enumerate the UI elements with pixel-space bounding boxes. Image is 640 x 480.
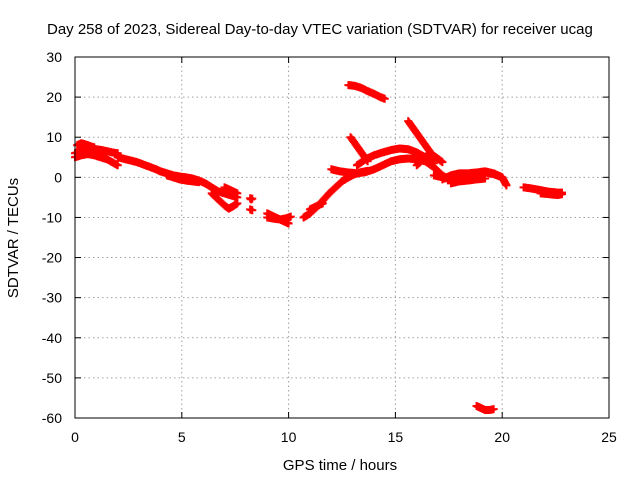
y-axis: 30 20 10 0 -10 -20 -30 -40 -50 -60 [42, 49, 609, 426]
series-arc-6b [263, 212, 295, 224]
data-point [489, 405, 498, 414]
y-tick-label: -50 [42, 370, 62, 386]
plot-area [71, 81, 567, 414]
y-tick-label: 10 [46, 129, 62, 145]
y-tick-label: -40 [42, 330, 62, 346]
series-arc-1c [73, 139, 99, 152]
data-point [248, 206, 257, 215]
data-point [380, 94, 389, 103]
plot-frame [74, 56, 610, 419]
x-axis: 0 5 10 15 20 25 [71, 57, 617, 445]
data-point [558, 190, 567, 199]
x-tick-label: 5 [178, 429, 186, 445]
y-tick-label: -10 [42, 209, 62, 225]
data-point [248, 194, 257, 203]
series-arc-13 [472, 401, 498, 414]
series-arc-2 [113, 153, 165, 176]
data-point [233, 199, 242, 208]
x-tick-label: 20 [494, 429, 510, 445]
x-tick-label: 0 [71, 429, 79, 445]
series-arc-11c [446, 174, 490, 188]
series-arc-10b [412, 149, 447, 170]
series-arc-8c [346, 133, 372, 166]
series-arc-11b [438, 167, 511, 190]
series-arc-9 [344, 81, 389, 103]
x-tick-label: 25 [601, 429, 617, 445]
data-point [286, 212, 295, 221]
y-tick-label: -30 [42, 290, 62, 306]
y-tick-label: 0 [54, 169, 62, 185]
data-point [90, 143, 99, 152]
series-arc-4c [220, 183, 242, 198]
data-point [481, 174, 490, 183]
grid [75, 57, 609, 418]
y-axis-label: SDTVAR / TECUs [5, 178, 22, 298]
series-arc-1b [71, 150, 122, 170]
series-arc-5b [246, 205, 257, 215]
y-tick-label: -60 [42, 410, 62, 426]
data-point [502, 181, 511, 190]
data-point [113, 161, 122, 170]
series-arc-12b [536, 189, 567, 199]
chart-title: Day 258 of 2023, Sidereal Day-to-day VTE… [47, 21, 593, 38]
y-tick-label: 30 [46, 49, 62, 65]
x-axis-label: GPS time / hours [283, 457, 397, 474]
y-tick-label: 20 [46, 89, 62, 105]
x-tick-label: 15 [388, 429, 404, 445]
y-tick-label: -20 [42, 250, 62, 266]
plot-border [74, 56, 610, 419]
series-arc-5 [246, 194, 257, 204]
x-tick-label: 10 [281, 429, 297, 445]
series-arc-7b [305, 199, 327, 214]
data-point [438, 158, 447, 167]
data-point [233, 189, 242, 198]
series-arc-4b [207, 189, 242, 213]
data-point [318, 199, 327, 208]
data-point [363, 157, 372, 166]
